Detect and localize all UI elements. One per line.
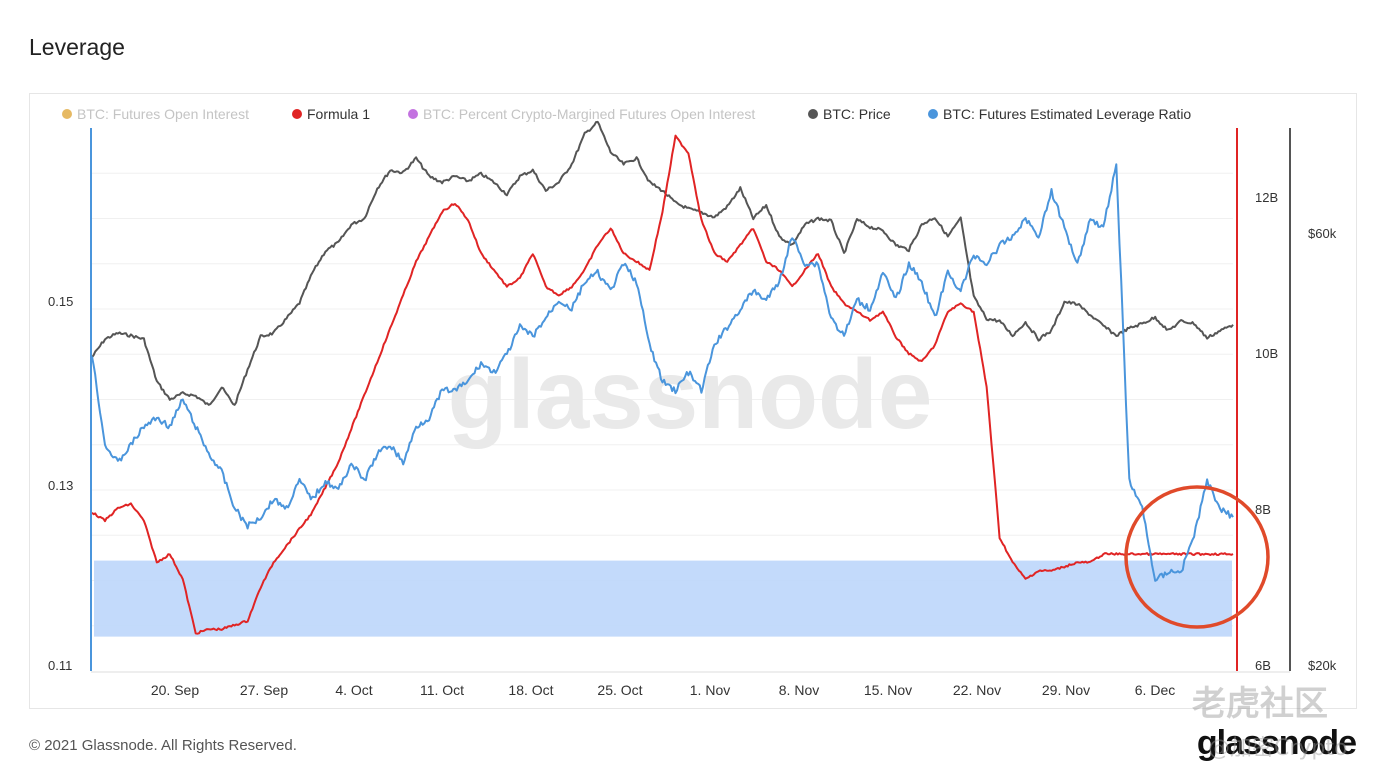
- legend-marker: [408, 109, 418, 119]
- axes: [90, 128, 1291, 673]
- legend-marker: [928, 109, 938, 119]
- annotation-circle: [1124, 485, 1270, 629]
- copyright-footer: © 2021 Glassnode. All Rights Reserved.: [29, 737, 297, 754]
- legend-marker: [808, 109, 818, 119]
- legend-label: BTC: Price: [823, 106, 891, 122]
- series-line-formula-1: [91, 134, 1234, 635]
- chart-title: Leverage: [29, 34, 125, 60]
- y-axis-ticks: 0.15 0.13 0.11 12B 10B 8B 6B $60k $20k: [48, 190, 1337, 673]
- overlay-watermark-handle: @加密Crypto: [1208, 736, 1348, 761]
- series-line-btc-price: [91, 120, 1234, 406]
- series-line-btc-futures-estimated-leverage-ratio: [91, 163, 1234, 582]
- highlight-band: [94, 560, 1232, 637]
- y-left-tick-label: 0.15: [48, 294, 73, 309]
- x-tick-label: 8. Nov: [779, 682, 819, 698]
- legend-label: Formula 1: [307, 106, 370, 122]
- x-tick-label: 15. Nov: [864, 682, 912, 698]
- legend-label: BTC: Futures Open Interest: [77, 106, 249, 122]
- legend-marker: [62, 109, 72, 119]
- x-axis-ticks: 20. Sep 27. Sep 4. Oct 11. Oct 18. Oct 25. Oc…: [151, 682, 1175, 698]
- glassnode-watermark: glassnode: [448, 339, 933, 449]
- x-tick-label: 20. Sep: [151, 682, 199, 698]
- y-mid-tick-label: 8B: [1255, 502, 1271, 517]
- series-lines: [91, 120, 1234, 635]
- y-mid-tick-label: 10B: [1255, 346, 1278, 361]
- x-tick-label: 11. Oct: [420, 682, 464, 698]
- x-tick-label: 29. Nov: [1042, 682, 1090, 698]
- y-right-tick-label: $20k: [1308, 658, 1337, 673]
- legend-marker: [292, 109, 302, 119]
- x-tick-label: 1. Nov: [690, 682, 730, 698]
- x-tick-label: 25. Oct: [597, 682, 642, 698]
- overlay-watermark: 老虎社区: [1192, 684, 1328, 724]
- glassnode-logo: glassnode: [1196, 724, 1357, 762]
- x-tick-label: 27. Sep: [240, 682, 288, 698]
- y-left-tick-label: 0.13: [48, 478, 73, 493]
- y-right-tick-label: $60k: [1308, 226, 1337, 241]
- x-tick-label: 18. Oct: [508, 682, 553, 698]
- chart-frame: [29, 93, 1357, 709]
- legend-label: BTC: Percent Crypto-Margined Futures Ope…: [423, 106, 755, 122]
- x-tick-label: 6. Dec: [1135, 682, 1175, 698]
- legend: BTC: Futures Open Interest Formula 1 BTC: …: [62, 106, 1191, 122]
- y-mid-tick-label: 6B: [1255, 658, 1271, 673]
- y-left-tick-label: 0.11: [48, 658, 72, 673]
- x-tick-label: 22. Nov: [953, 682, 1001, 698]
- y-mid-tick-label: 12B: [1255, 190, 1278, 205]
- legend-label: BTC: Futures Estimated Leverage Ratio: [943, 106, 1191, 122]
- x-tick-label: 4. Oct: [335, 682, 372, 698]
